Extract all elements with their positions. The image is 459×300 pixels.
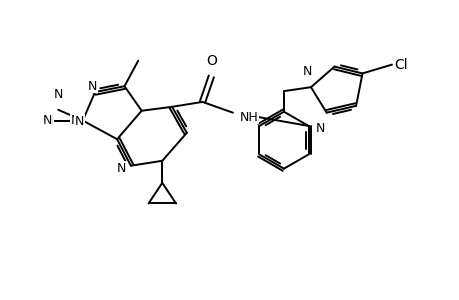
Text: N: N [116, 162, 126, 175]
Text: NH: NH [239, 111, 258, 124]
Text: N: N [88, 80, 97, 93]
Text: N: N [75, 115, 84, 128]
Text: O: O [206, 54, 216, 68]
Text: N: N [315, 122, 325, 134]
Text: N: N [42, 114, 52, 127]
Text: N: N [44, 114, 53, 127]
Text: N: N [70, 114, 80, 127]
Text: N: N [302, 65, 311, 78]
Text: N: N [53, 88, 63, 101]
Text: Cl: Cl [393, 58, 407, 72]
